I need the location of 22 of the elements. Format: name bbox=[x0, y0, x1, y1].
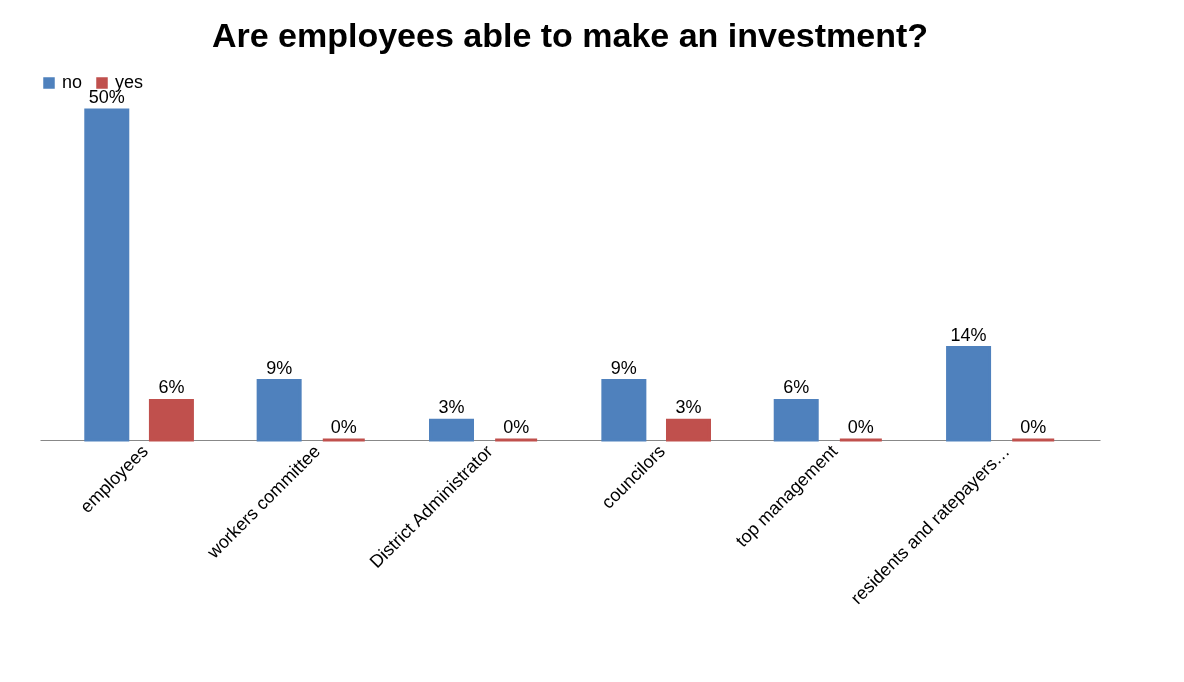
bar bbox=[256, 379, 302, 442]
legend-label: no bbox=[62, 72, 83, 92]
data-label: 6% bbox=[783, 377, 810, 398]
data-label: 9% bbox=[610, 357, 637, 378]
data-label: 3% bbox=[438, 397, 465, 418]
data-label: 14% bbox=[950, 324, 987, 345]
data-label: 6% bbox=[158, 377, 185, 398]
bar bbox=[148, 398, 194, 442]
data-label: 0% bbox=[503, 417, 530, 437]
data-label: 9% bbox=[266, 357, 293, 378]
bar bbox=[429, 418, 474, 442]
bar bbox=[666, 418, 711, 442]
data-label: 3% bbox=[675, 397, 702, 418]
bar bbox=[601, 379, 647, 442]
data-label: 0% bbox=[1020, 417, 1047, 437]
data-label: 0% bbox=[847, 417, 874, 437]
bar bbox=[946, 346, 992, 442]
legend-label: yes bbox=[115, 72, 144, 92]
bar bbox=[773, 398, 819, 442]
data-label: 0% bbox=[330, 417, 357, 437]
chart-title: Are employees able to make an investment? bbox=[211, 16, 929, 54]
bar bbox=[84, 108, 130, 442]
